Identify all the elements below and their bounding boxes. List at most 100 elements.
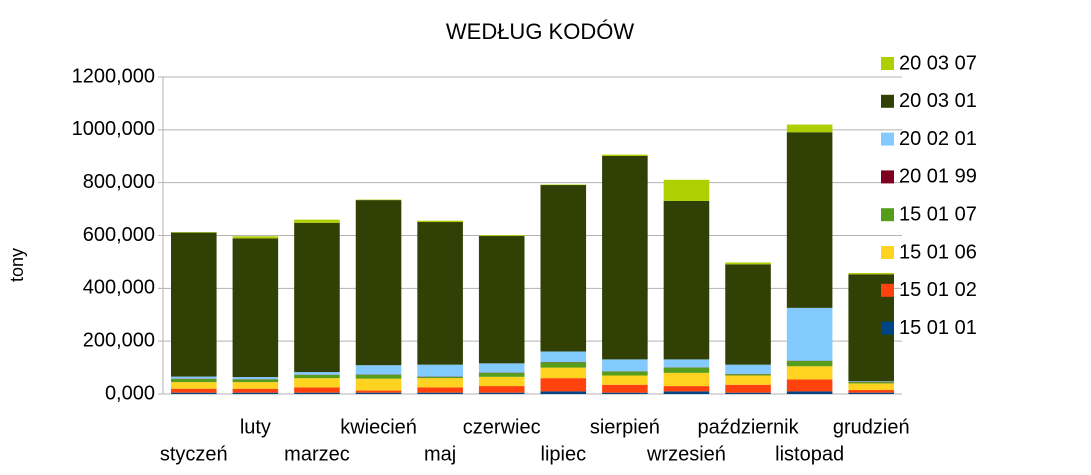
y-tick-label: 1200,000 xyxy=(72,65,155,87)
y-tick-label: 400,000 xyxy=(83,277,155,299)
bar-segment xyxy=(602,372,648,376)
bar-segment xyxy=(664,386,710,391)
bar-segment xyxy=(787,125,833,133)
bar-segment xyxy=(602,393,648,394)
bar-segment xyxy=(725,393,771,394)
chart-title: WEDŁUG KODÓW xyxy=(446,19,634,44)
x-tick-label: kwiecień xyxy=(340,416,417,438)
bar-segment xyxy=(171,232,217,233)
bar-segment xyxy=(541,378,587,391)
bar-segment xyxy=(541,351,587,362)
legend-label: 15 01 02 xyxy=(899,279,977,301)
legend-swatch xyxy=(881,133,894,146)
legend-swatch xyxy=(881,246,894,259)
bar-segment xyxy=(541,391,587,394)
x-tick-label: sierpień xyxy=(590,416,660,438)
x-tick-label: luty xyxy=(240,416,271,438)
legend-swatch xyxy=(881,208,894,221)
bar-segment xyxy=(294,387,340,392)
bar-segment xyxy=(602,385,648,393)
bar-segment xyxy=(664,368,710,373)
bar-segment xyxy=(233,377,279,379)
y-axis-title: tony xyxy=(7,248,27,282)
bar-segment xyxy=(171,377,217,379)
bar-segment xyxy=(479,363,525,372)
x-tick-label: marzec xyxy=(284,443,350,465)
bar-segment xyxy=(725,376,771,385)
bar-segment xyxy=(848,393,894,394)
bar-segment xyxy=(664,391,710,394)
legend-label: 20 03 01 xyxy=(899,90,977,112)
x-tick-label: lipiec xyxy=(541,443,587,465)
bar-segment xyxy=(479,236,525,363)
bar-segment xyxy=(602,156,648,359)
x-tick-label: grudzień xyxy=(833,416,910,438)
bar-segment xyxy=(787,308,833,361)
bar-segment xyxy=(417,378,463,387)
legend-label: 20 02 01 xyxy=(899,128,977,150)
bar-segment xyxy=(417,393,463,394)
bar-segment xyxy=(664,201,710,360)
bar-segment xyxy=(848,383,894,390)
bar-segment xyxy=(233,236,279,238)
bar-segment xyxy=(664,180,710,201)
bar-segment xyxy=(356,391,402,393)
bar-segment xyxy=(233,393,279,394)
x-tick-label: styczeń xyxy=(160,443,228,465)
legend-label: 20 01 99 xyxy=(899,166,977,188)
bar-segment xyxy=(233,382,279,389)
y-tick-label: 1000,000 xyxy=(72,118,155,140)
legend-label: 15 01 07 xyxy=(899,203,977,225)
bar-segment xyxy=(233,389,279,393)
legend-swatch xyxy=(881,95,894,108)
x-tick-label: listopad xyxy=(775,443,844,465)
bar-segment xyxy=(541,185,587,186)
bar-segment xyxy=(233,379,279,382)
bar-segment xyxy=(664,359,710,367)
bar-segment xyxy=(171,382,217,389)
bar-segment xyxy=(602,376,648,385)
bar-segment xyxy=(787,366,833,379)
bar-segment xyxy=(725,262,771,264)
bar-segment xyxy=(294,375,340,378)
bar-segment xyxy=(356,379,402,391)
bar-segment xyxy=(356,365,402,374)
bar-segment xyxy=(294,393,340,394)
x-tick-label: maj xyxy=(424,443,456,465)
bar-segment xyxy=(356,200,402,201)
bar-segment xyxy=(541,362,587,367)
bar-segment xyxy=(848,381,894,382)
legend-label: 20 03 07 xyxy=(899,52,977,74)
bar-segment xyxy=(787,379,833,391)
legend-swatch xyxy=(881,322,894,335)
bar-segment xyxy=(356,375,402,379)
x-tick-label: październik xyxy=(697,416,799,438)
bar-segment xyxy=(541,368,587,379)
bar-segment xyxy=(787,361,833,366)
bar-segment xyxy=(848,273,894,274)
bar-segment xyxy=(417,221,463,222)
bar-segment xyxy=(664,373,710,386)
bar-segment xyxy=(787,132,833,308)
bar-segment xyxy=(479,377,525,386)
bar-segment xyxy=(356,393,402,394)
bar-segment xyxy=(848,390,894,393)
bar-segment xyxy=(171,233,217,377)
y-tick-label: 800,000 xyxy=(83,171,155,193)
bar-segment xyxy=(479,373,525,377)
bar-segment xyxy=(417,387,463,392)
y-tick-label: 0,000 xyxy=(105,382,155,404)
bar-segment xyxy=(725,385,771,393)
bar-segment xyxy=(171,393,217,394)
bar-segment xyxy=(171,389,217,393)
bar-segment xyxy=(294,220,340,223)
bar-segment xyxy=(233,238,279,377)
y-tick-label: 600,000 xyxy=(83,224,155,246)
bar-segment xyxy=(294,378,340,387)
bar-segment xyxy=(417,365,463,377)
y-tick-label: 200,000 xyxy=(83,329,155,351)
legend-label: 15 01 06 xyxy=(899,241,977,263)
legend-swatch xyxy=(881,170,894,183)
bar-segment xyxy=(479,386,525,393)
